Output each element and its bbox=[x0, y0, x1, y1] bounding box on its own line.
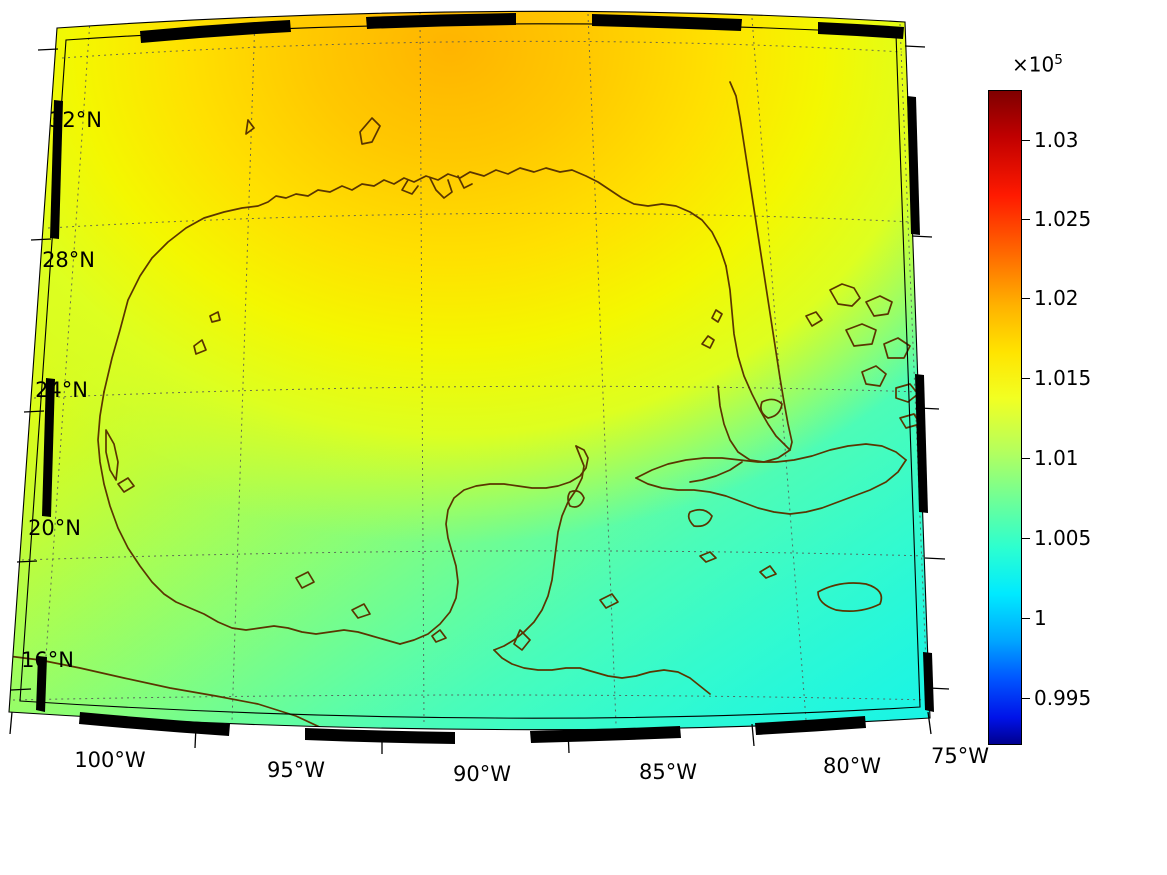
colorbar-tick-label-0.995: 0.995 bbox=[1034, 686, 1092, 710]
map-frame bbox=[8, 10, 950, 754]
lat-tick-label-28N: 28°N bbox=[42, 248, 95, 272]
colorbar-tick-label-1.03: 1.03 bbox=[1034, 128, 1079, 152]
colorbar[interactable] bbox=[988, 90, 1022, 745]
colorbar-tick-mark bbox=[1022, 698, 1030, 699]
colorbar-tick-label-1.025: 1.025 bbox=[1034, 207, 1092, 231]
map-panel: 32°N 28°N 24°N 20°N 16°N 100°W 95°W 90°W… bbox=[8, 10, 989, 786]
lon-tick-label-100W: 100°W bbox=[74, 748, 146, 772]
colorbar-tick-mark bbox=[1022, 140, 1030, 141]
colorbar-tick-mark bbox=[1022, 618, 1030, 619]
colorbar-tick-label-1.01: 1.01 bbox=[1034, 446, 1079, 470]
lon-tick-label-75W: 75°W bbox=[931, 744, 989, 768]
lat-tick-label-32N: 32°N bbox=[49, 108, 102, 132]
colorbar-tick-mark bbox=[1022, 298, 1030, 299]
map-plot-area bbox=[8, 10, 950, 754]
colorbar-tick-mark bbox=[1022, 458, 1030, 459]
graticule bbox=[12, 11, 930, 727]
colorbar-offset-text: ×105 bbox=[1012, 52, 1063, 77]
colorbar-tick-label-1.015: 1.015 bbox=[1034, 366, 1092, 390]
lon-tick-label-85W: 85°W bbox=[639, 760, 697, 784]
lon-tick-label-90W: 90°W bbox=[453, 762, 511, 786]
lon-tick-label-80W: 80°W bbox=[823, 754, 881, 778]
colorbar-tick-label-1.005: 1.005 bbox=[1034, 526, 1092, 550]
colorbar-offset-exponent: 5 bbox=[1054, 52, 1063, 68]
colorbar-offset-base: ×10 bbox=[1012, 52, 1055, 77]
lat-tick-label-20N: 20°N bbox=[28, 516, 81, 540]
lon-tick-label-95W: 95°W bbox=[267, 758, 325, 782]
colorbar-tick-label-1: 1 bbox=[1034, 606, 1047, 630]
lat-tick-label-16N: 16°N bbox=[21, 648, 74, 672]
colorbar-tick-mark bbox=[1022, 538, 1030, 539]
lat-tick-label-24N: 24°N bbox=[35, 378, 88, 402]
colorbar-tick-label-1.02: 1.02 bbox=[1034, 286, 1079, 310]
pressure-field bbox=[9, 11, 930, 730]
colorbar-tick-mark bbox=[1022, 219, 1030, 220]
colorbar-tick-mark bbox=[1022, 378, 1030, 379]
